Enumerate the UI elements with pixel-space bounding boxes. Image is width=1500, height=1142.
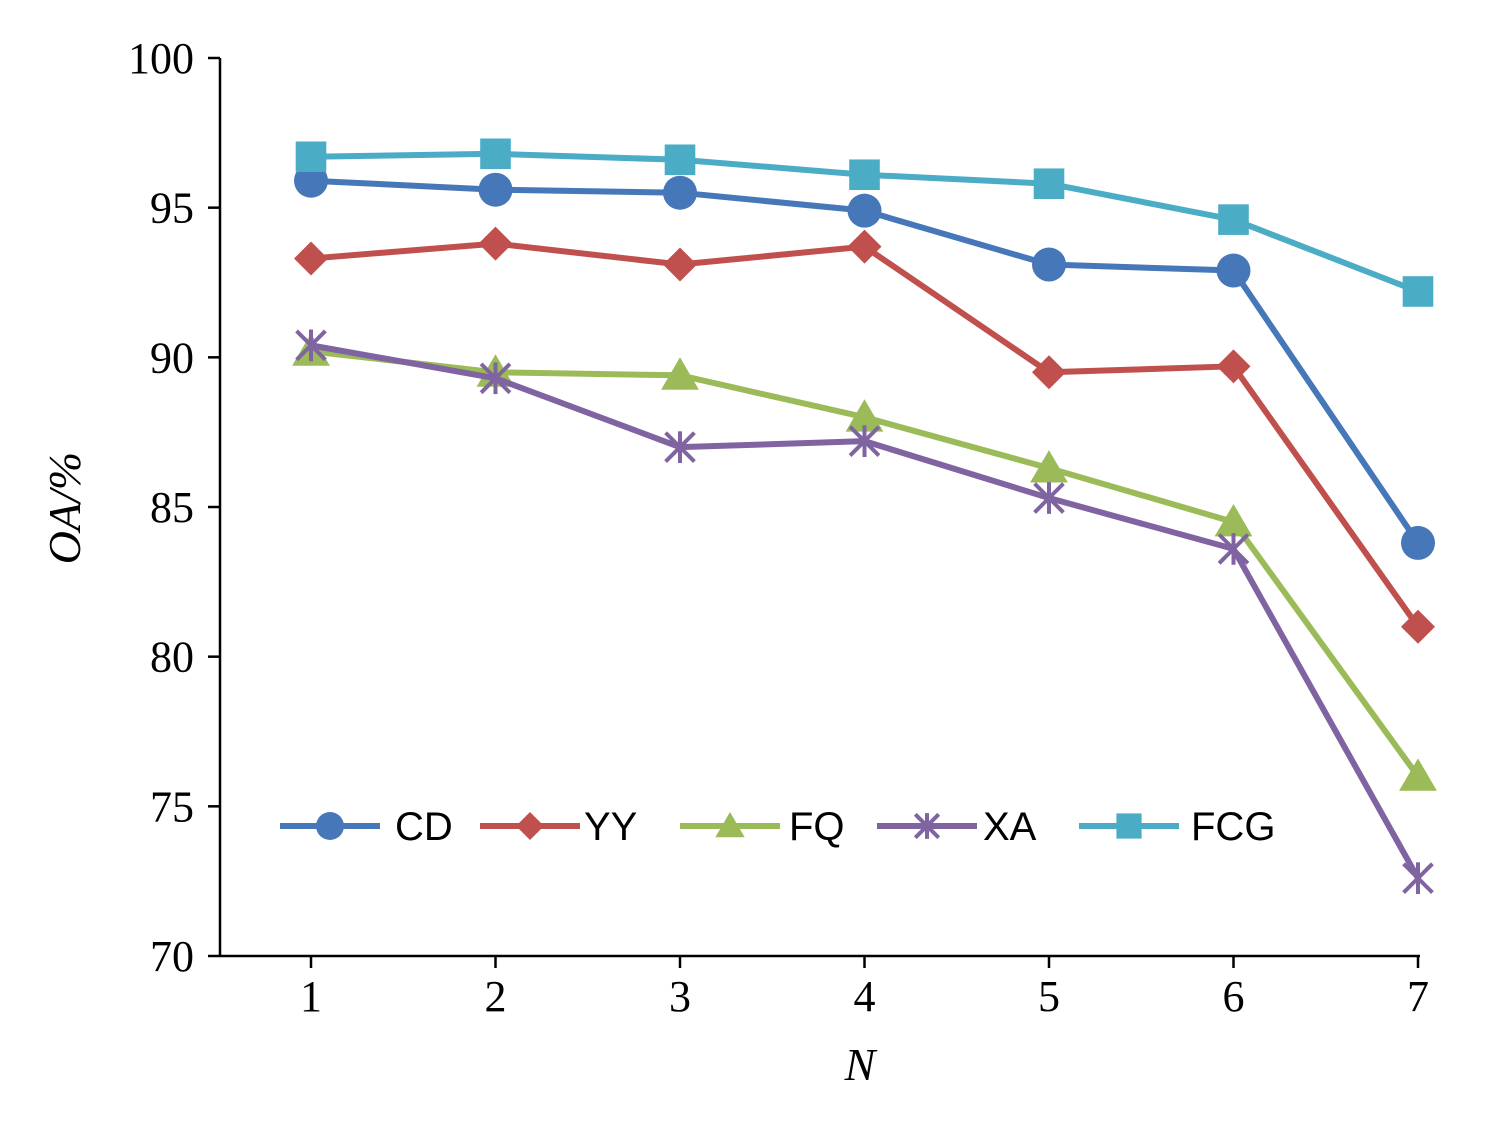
y-tick-label: 90	[150, 333, 194, 382]
x-tick-label: 4	[854, 972, 876, 1021]
data-point-cd	[478, 172, 513, 207]
data-point-xa	[295, 329, 327, 362]
data-point-fcg	[1218, 204, 1249, 235]
data-point-fq	[1214, 503, 1253, 537]
data-point-yy	[1216, 349, 1251, 384]
y-tick-label: 75	[150, 782, 194, 831]
x-tick-label: 1	[300, 972, 322, 1021]
data-point-fq	[661, 357, 699, 390]
legend-item-yy: YY	[480, 805, 637, 849]
series-layer	[292, 138, 1437, 895]
data-point-fq	[1030, 450, 1068, 483]
data-point-yy	[478, 226, 513, 261]
data-point-fq	[1399, 758, 1437, 791]
data-point-xa	[1033, 482, 1065, 514]
legend-marker-xa	[913, 812, 941, 840]
legend-item-fq: FQ	[680, 805, 845, 849]
data-point-cd	[1216, 253, 1251, 288]
y-tick-label: 70	[150, 932, 194, 981]
data-point-fcg	[664, 144, 696, 176]
series-xa	[295, 329, 1434, 895]
x-tick-label: 5	[1038, 972, 1060, 1021]
data-point-fcg	[849, 159, 880, 191]
y-tick-label: 85	[150, 483, 194, 532]
legend-label-fq: FQ	[789, 805, 845, 849]
x-axis-label: N	[844, 1039, 878, 1090]
data-point-yy	[847, 229, 882, 264]
legend-marker-yy	[516, 812, 544, 840]
data-point-yy	[663, 247, 697, 282]
data-point-fcg	[295, 141, 327, 173]
legend-label-fcg: FCG	[1191, 805, 1275, 849]
legend-item-cd: CD	[280, 805, 453, 849]
series-fcg	[295, 138, 1434, 307]
data-point-xa	[479, 362, 512, 395]
series-fq	[292, 333, 1437, 791]
x-tick-label: 2	[485, 972, 507, 1021]
x-tick-label: 3	[669, 972, 691, 1021]
data-point-xa	[848, 425, 881, 457]
legend-marker-fcg	[1116, 813, 1142, 839]
data-point-cd	[1032, 247, 1066, 282]
y-tick-label: 95	[150, 184, 194, 233]
legend-marker-fq	[715, 812, 745, 838]
data-point-cd	[1401, 525, 1435, 560]
data-point-cd	[663, 175, 697, 210]
legend-item-xa: XA	[877, 805, 1037, 849]
legend: CD YY FQ XA FCG	[280, 805, 1275, 849]
data-point-fcg	[1033, 168, 1065, 200]
x-tick-label: 6	[1223, 972, 1245, 1021]
data-point-yy	[1401, 609, 1435, 644]
series-yy	[294, 226, 1435, 644]
data-point-fcg	[1402, 276, 1434, 307]
data-point-cd	[847, 193, 882, 228]
x-tick-label: 7	[1407, 972, 1429, 1021]
data-point-yy	[1032, 355, 1066, 390]
series-cd	[294, 163, 1435, 560]
y-tick-label: 80	[150, 633, 194, 682]
data-point-xa	[1402, 862, 1434, 895]
y-tick-label: 100	[128, 34, 194, 83]
data-point-xa	[664, 431, 696, 463]
y-axis-label: OA/%	[39, 452, 90, 564]
data-point-yy	[294, 241, 328, 276]
legend-item-fcg: FCG	[1079, 805, 1275, 849]
data-point-fq	[845, 399, 884, 432]
legend-label-yy: YY	[584, 805, 637, 849]
data-point-fcg	[480, 138, 511, 170]
legend-label-cd: CD	[395, 805, 453, 849]
data-point-xa	[1217, 533, 1250, 565]
axes: 70 75 80 85 90 95 100 1 2 3 4 5 6 7	[128, 34, 1429, 1021]
legend-marker-cd	[316, 812, 344, 840]
data-point-cd	[294, 163, 328, 198]
legend-label-xa: XA	[983, 805, 1037, 849]
